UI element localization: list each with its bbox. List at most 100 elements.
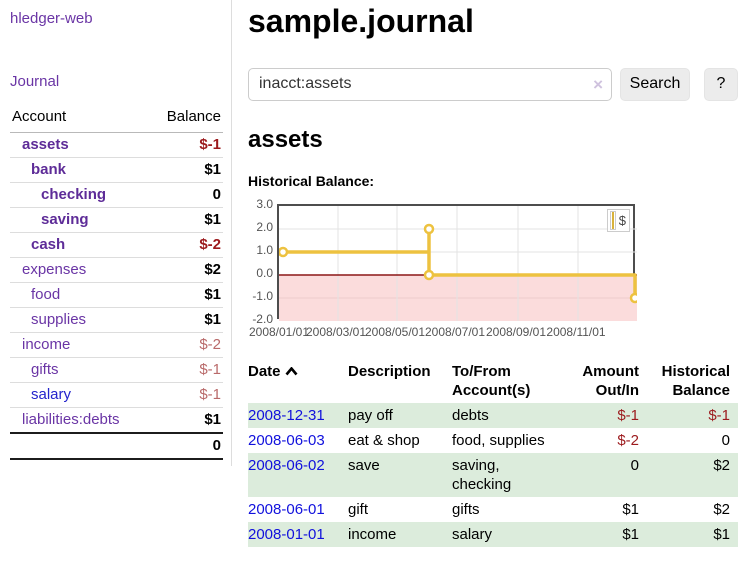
transaction-accounts: saving, checking: [452, 456, 512, 493]
register-table: Date Description To/From Account(s) Amou…: [248, 359, 738, 547]
y-axis-tick: 3.0: [256, 196, 273, 211]
x-axis-tick: 2008/05/01: [364, 324, 426, 339]
account-balance: $1: [149, 207, 223, 233]
transaction-balance: 0: [721, 431, 730, 449]
plot-area: $: [277, 203, 637, 321]
transaction-date-link[interactable]: 2008-12-31: [248, 406, 325, 424]
account-balance: $1: [149, 307, 223, 333]
accounts-total-row: 0: [10, 432, 223, 460]
transaction-description: save: [348, 456, 380, 474]
transaction-balance: $2: [713, 500, 730, 518]
account-row: liabilities:debts $1: [10, 407, 223, 434]
account-link-saving[interactable]: saving: [41, 211, 89, 228]
chart-title: Historical Balance:: [248, 172, 375, 189]
account-row: income $-2: [10, 332, 223, 358]
account-balance: 0: [149, 182, 223, 208]
page: hledger-web Journal Account Balance asse…: [0, 0, 742, 547]
register-row: 2008-06-02 save saving, checking 0 $2: [248, 452, 738, 497]
transaction-accounts: debts: [452, 406, 489, 424]
x-axis-tick: 2008/09/01: [485, 324, 547, 339]
account-link-food[interactable]: food: [31, 286, 61, 303]
balance-line-chart: [279, 205, 637, 321]
transaction-date-link[interactable]: 2008-06-02: [248, 456, 325, 474]
sidebar-item-journal[interactable]: Journal: [10, 73, 60, 90]
account-link-cash[interactable]: cash: [31, 236, 66, 253]
account-row: food $1: [10, 282, 223, 308]
account-link-supplies[interactable]: supplies: [31, 311, 87, 328]
transaction-accounts: salary: [452, 525, 493, 543]
transaction-amount: $-2: [617, 431, 639, 449]
account-balance: $-1: [149, 382, 223, 408]
legend-label: $: [618, 212, 626, 228]
clear-search-icon[interactable]: ×: [593, 74, 603, 94]
transaction-description: gift: [348, 500, 369, 518]
account-heading: assets: [248, 125, 323, 153]
register-row: 2008-01-01 income salary $1 $1: [248, 521, 738, 547]
help-button[interactable]: ?: [704, 67, 738, 101]
accounts-total-value: 0: [149, 432, 223, 460]
brand-link[interactable]: hledger-web: [10, 10, 93, 27]
transaction-description: eat & shop: [348, 431, 420, 449]
transaction-amount: $-1: [617, 406, 639, 424]
account-row: bank $1: [10, 157, 223, 183]
register-row: 2008-06-03 eat & shop food, supplies $-2…: [248, 428, 738, 453]
account-link-liabilities-debts[interactable]: liabilities:debts: [22, 411, 120, 428]
y-axis-tick: 2.0: [256, 219, 273, 234]
account-balance: $-2: [149, 332, 223, 358]
search-button[interactable]: Search: [620, 67, 690, 101]
register-row: 2008-06-01 gift gifts $1 $2: [248, 497, 738, 522]
page-title: sample.journal: [248, 3, 474, 39]
account-row: supplies $1: [10, 307, 223, 333]
date-header-label: Date: [248, 362, 281, 380]
account-row: checking 0: [10, 182, 223, 208]
historical-balance-chart: 3.0 2.0 1.0 0.0 -1.0 -2.0: [248, 196, 742, 345]
account-link-assets[interactable]: assets: [22, 136, 69, 153]
x-axis-tick: 2008/07/01: [424, 324, 486, 339]
balance-column-header: Balance: [149, 103, 223, 133]
search-input[interactable]: [248, 67, 612, 101]
transaction-date-link[interactable]: 2008-01-01: [248, 525, 325, 543]
account-row: cash $-2: [10, 232, 223, 258]
transaction-balance: $2: [713, 456, 730, 474]
account-balance: $-2: [149, 232, 223, 258]
x-axis-tick: 2008/01/01: [248, 324, 310, 339]
account-link-salary[interactable]: salary: [31, 386, 72, 403]
y-axis-tick: 1.0: [256, 242, 273, 257]
balance-column-header: Historical Balance: [661, 362, 730, 399]
transaction-description: pay off: [348, 406, 393, 424]
main-content: sample.journal × Search ? assets Histori…: [232, 0, 742, 547]
account-row: salary $-1: [10, 382, 223, 408]
legend-swatch-icon: [609, 210, 616, 230]
account-row: saving $1: [10, 207, 223, 233]
transaction-balance: $-1: [708, 406, 730, 424]
search-form: × Search ?: [248, 67, 742, 101]
account-balance: $1: [149, 157, 223, 183]
amount-column-header: Amount Out/In: [582, 362, 639, 399]
description-column-header: Description: [348, 362, 431, 380]
account-balance: $1: [149, 407, 223, 434]
sidebar: hledger-web Journal Account Balance asse…: [0, 0, 232, 466]
account-row: assets $-1: [10, 132, 223, 158]
x-axis-tick: 2008/11/01: [546, 324, 606, 339]
account-link-checking[interactable]: checking: [41, 186, 107, 203]
account-row: expenses $2: [10, 257, 223, 283]
y-axis-tick: -1.0: [252, 288, 273, 303]
y-axis-tick: 0.0: [256, 265, 273, 280]
chart-legend: $: [606, 208, 630, 232]
account-column-header: Account: [10, 103, 150, 133]
account-link-bank[interactable]: bank: [31, 161, 67, 178]
transaction-date-link[interactable]: 2008-06-01: [248, 500, 325, 518]
sort-ascending-icon: [285, 362, 298, 381]
accounts-header-row: Account Balance: [10, 103, 223, 133]
date-column-header[interactable]: Date: [248, 359, 348, 403]
account-balance: $-1: [149, 132, 223, 158]
account-link-income[interactable]: income: [22, 336, 71, 353]
transaction-date-link[interactable]: 2008-06-03: [248, 431, 325, 449]
register-header-row: Date Description To/From Account(s) Amou…: [248, 359, 738, 403]
accounts-table: Account Balance assets $-1 bank $1 check…: [10, 103, 223, 460]
account-link-gifts[interactable]: gifts: [31, 361, 59, 378]
transaction-amount: $1: [622, 500, 639, 518]
account-link-expenses[interactable]: expenses: [22, 261, 87, 278]
transaction-description: income: [348, 525, 397, 543]
account-balance: $-1: [149, 357, 223, 383]
